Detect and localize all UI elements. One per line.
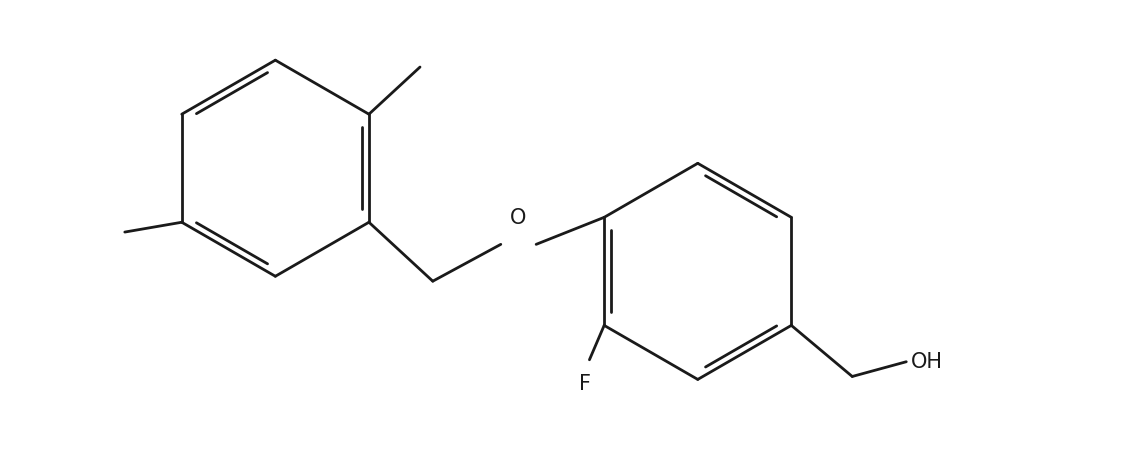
Text: F: F [579, 373, 590, 394]
Text: O: O [510, 208, 527, 228]
Text: OH: OH [911, 352, 943, 372]
